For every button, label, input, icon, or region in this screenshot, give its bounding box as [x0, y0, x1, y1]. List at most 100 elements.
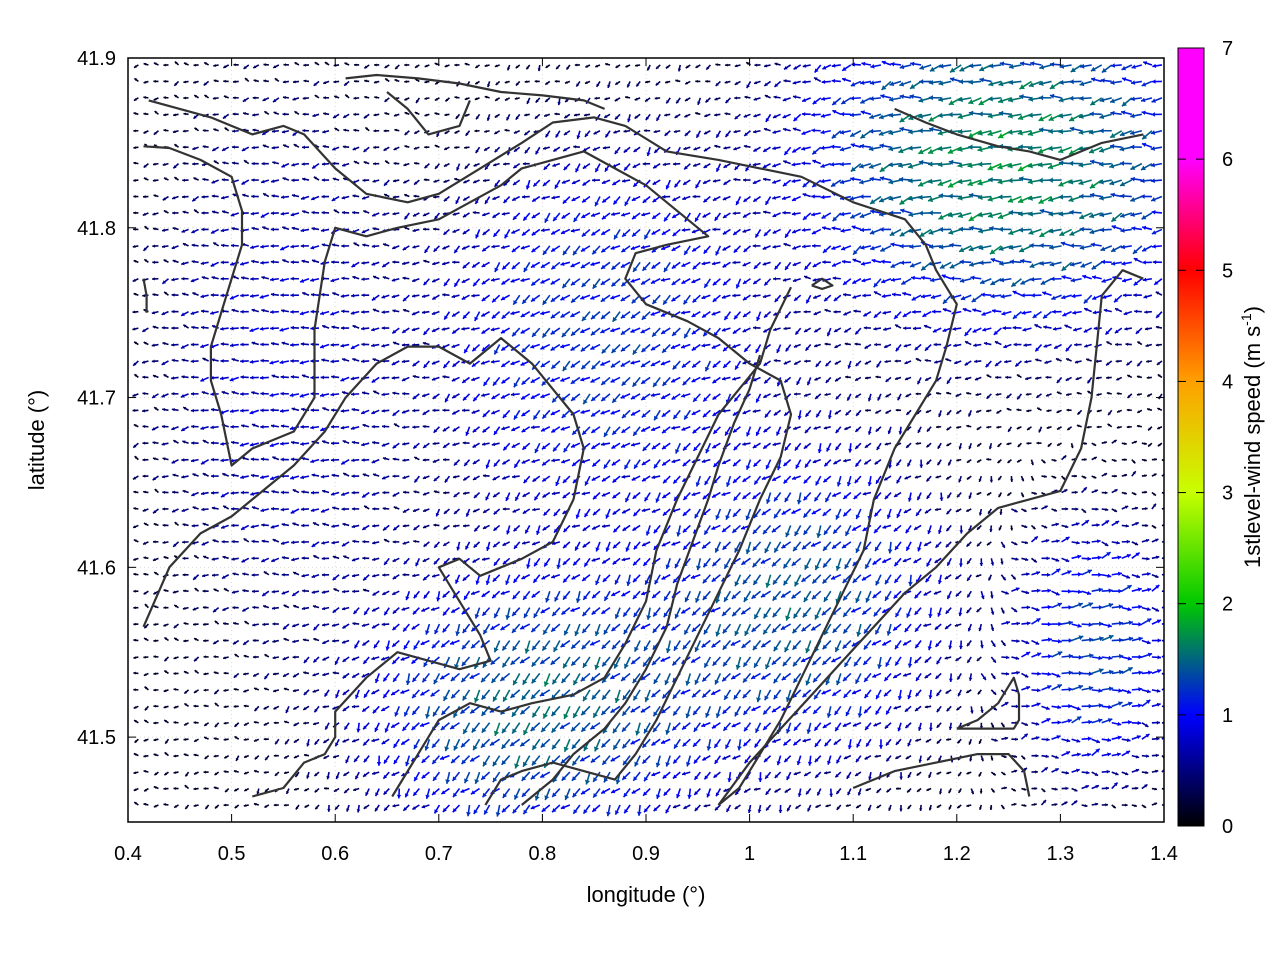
wind-vector: [797, 788, 802, 797]
wind-vector: [143, 802, 149, 806]
wind-vector: [163, 787, 169, 791]
wind-vector: [184, 804, 190, 810]
wind-vector: [133, 787, 139, 792]
wind-vector: [551, 788, 561, 798]
wind-vector: [285, 788, 290, 795]
wind-vector: [1021, 787, 1027, 791]
wind-vector: [957, 788, 962, 794]
wind-vector: [333, 787, 340, 793]
wind-vector: [1101, 803, 1109, 807]
wind-vector: [725, 804, 732, 813]
wind-vector: [481, 788, 491, 798]
wind-vector: [928, 804, 932, 811]
wind-vector: [637, 804, 642, 816]
wind-vector: [433, 804, 441, 814]
wind-vector: [886, 787, 892, 793]
wind-vector: [1031, 802, 1037, 806]
wind-vector: [264, 787, 270, 793]
wind-vector: [816, 788, 822, 796]
wind-vector: [363, 804, 370, 810]
y-tick-label: 41.5: [77, 727, 116, 749]
wind-vector: [753, 787, 761, 791]
wind-vector: [431, 787, 440, 796]
wind-vector: [876, 787, 882, 794]
wind-vector: [706, 788, 712, 798]
x-axis-label: longitude (°): [587, 882, 706, 907]
wind-vector: [582, 804, 591, 815]
wind-vector: [256, 788, 260, 795]
wind-vectors: [132, 60, 1164, 817]
colorbar-tick-label: 5: [1222, 260, 1233, 282]
wind-vector: [343, 787, 350, 794]
y-tick-label: 41.9: [77, 48, 116, 70]
wind-vector: [757, 804, 762, 813]
wind-vector: [956, 804, 962, 809]
wind-vector: [193, 787, 199, 791]
wind-vector: [715, 788, 722, 797]
wind-vector: [314, 804, 320, 810]
wind-vector: [204, 804, 210, 810]
wind-vector: [374, 804, 380, 812]
wind-vector: [836, 804, 842, 811]
colorbar-gradient: [1177, 47, 1205, 827]
x-tick-label: 0.5: [218, 843, 246, 865]
wind-vector: [592, 788, 601, 799]
wind-vector: [765, 804, 772, 812]
wind-vector: [440, 787, 450, 795]
colorbar-tick-label: 7: [1222, 38, 1233, 60]
wind-vector: [786, 804, 792, 812]
wind-vector: [143, 787, 149, 792]
wind-vector: [213, 786, 219, 790]
wind-vector: [513, 788, 521, 800]
colorbar-tick-label: 6: [1222, 149, 1233, 171]
wind-vector: [364, 788, 370, 797]
wind-vector: [495, 804, 501, 817]
wind-vector: [466, 804, 471, 817]
wind-vector: [693, 787, 701, 796]
wind-vector: [774, 787, 782, 793]
wind-vector: [795, 804, 802, 810]
wind-vector: [327, 804, 331, 812]
wind-vector: [672, 804, 681, 809]
wind-vector: [580, 787, 591, 795]
wind-vector: [293, 787, 300, 791]
wind-vector: [173, 787, 179, 790]
wind-vector: [452, 788, 461, 798]
wind-vector: [572, 804, 581, 815]
wind-vector: [747, 804, 752, 814]
plot-area: [127, 57, 1165, 823]
wind-vector: [334, 804, 340, 811]
wind-vector: [1081, 804, 1088, 808]
x-tick-label: 1.2: [943, 843, 971, 865]
wind-vector: [1111, 804, 1117, 809]
wind-vector: [857, 788, 862, 796]
x-tick-label: 0.9: [632, 843, 660, 865]
wind-vector: [304, 787, 310, 792]
y-tick-label: 41.7: [77, 388, 116, 410]
wind-vector: [591, 804, 601, 813]
wind-vector: [1091, 802, 1099, 806]
colorbar-tick-label: 1: [1222, 705, 1233, 727]
wind-vector: [564, 788, 571, 801]
wind-vector: [421, 804, 430, 809]
wind-vector: [829, 788, 834, 797]
wind-vector: [703, 804, 711, 808]
wind-vector: [323, 786, 330, 790]
wind-vector: [396, 788, 402, 799]
wind-vector: [133, 801, 139, 806]
wind-vector: [867, 804, 872, 812]
y-tick-label: 41.8: [77, 218, 116, 240]
wind-vector: [404, 788, 411, 798]
colorbar-tick-label: 4: [1222, 371, 1233, 393]
wind-vector: [622, 788, 631, 798]
x-tick-label: 0.4: [114, 843, 142, 865]
wind-vector: [1151, 802, 1158, 806]
wind-vector: [1031, 786, 1038, 791]
wind-vector: [470, 787, 480, 795]
wind-vector: [411, 804, 420, 811]
plot-background: [128, 58, 1164, 822]
wind-vector: [989, 804, 993, 811]
wind-vector: [948, 804, 952, 810]
wind-vector: [600, 787, 611, 795]
